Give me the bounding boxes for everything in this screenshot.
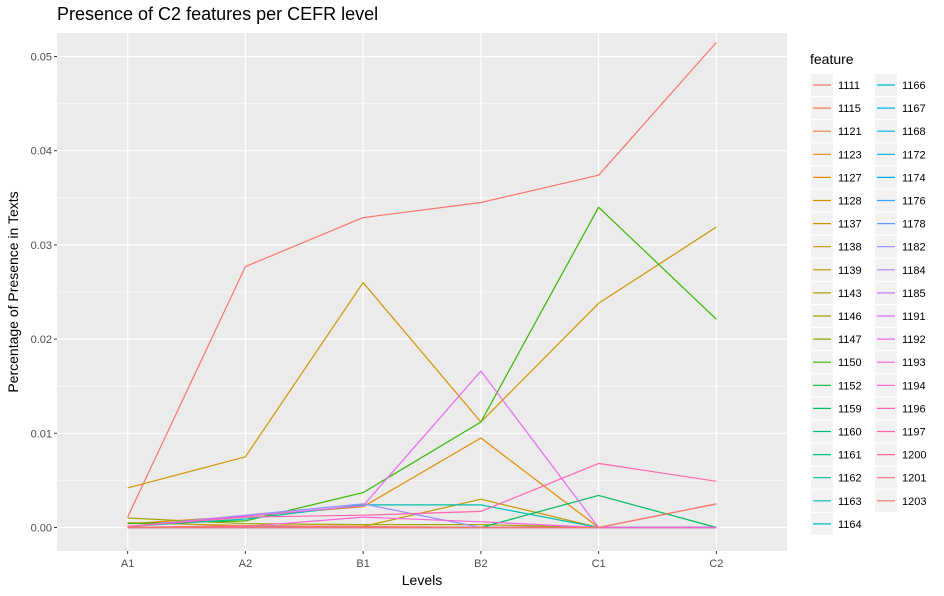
y-tick-label: 0.04 <box>31 146 52 158</box>
y-tick-label: 0.05 <box>31 52 52 64</box>
series-line-1137 <box>127 226 717 489</box>
series-line-1203 <box>127 503 717 529</box>
legend-label-1197: 1197 <box>902 427 926 439</box>
legend-label-1152: 1152 <box>838 380 862 392</box>
legend-label-1176: 1176 <box>902 196 926 208</box>
legend-label-1178: 1178 <box>902 219 926 231</box>
legend-label-1182: 1182 <box>902 242 926 254</box>
legend: feature 1111 1115 1121 1123 1127 1128 1137 1138… <box>809 51 935 538</box>
legend-title: feature <box>810 51 854 67</box>
legend-label-1147: 1147 <box>838 334 862 346</box>
legend-label-1167: 1167 <box>902 103 926 115</box>
series-line-1111 <box>127 42 717 518</box>
legend-label-1159: 1159 <box>838 403 862 415</box>
legend-label-1194: 1194 <box>902 380 926 392</box>
legend-label-1127: 1127 <box>838 172 862 184</box>
x-tick-label: C2 <box>709 558 723 570</box>
legend-label-1146: 1146 <box>838 311 862 323</box>
legend-label-1168: 1168 <box>902 126 926 138</box>
series-line-1194 <box>127 516 717 529</box>
legend-label-1123: 1123 <box>838 149 862 161</box>
y-tick-label: 0.03 <box>31 240 52 252</box>
legend-label-1121: 1121 <box>838 126 862 138</box>
x-axis-title: Levels <box>402 572 442 588</box>
legend-label-1162: 1162 <box>838 473 862 485</box>
x-tick-label: B1 <box>356 558 369 570</box>
legend-label-1193: 1193 <box>902 357 926 369</box>
x-tick-label: A1 <box>121 558 134 570</box>
legend-label-1201: 1201 <box>902 473 926 485</box>
series-line-1197 <box>127 462 717 528</box>
legend-label-1174: 1174 <box>902 172 926 184</box>
legend-label-1150: 1150 <box>838 357 862 369</box>
legend-label-1111: 1111 <box>838 80 860 92</box>
y-tick-label: 0.00 <box>31 522 52 534</box>
chart-title: Presence of C2 features per CEFR level <box>57 4 379 24</box>
legend-label-1200: 1200 <box>902 450 926 462</box>
x-tick-label: B2 <box>474 558 487 570</box>
legend-label-1166: 1166 <box>902 80 926 92</box>
legend-label-1192: 1192 <box>902 334 926 346</box>
y-axis-title: Percentage of Presence in Texts <box>5 191 21 392</box>
legend-label-1143: 1143 <box>838 288 862 300</box>
y-tick-label: 0.02 <box>31 334 52 346</box>
legend-label-1139: 1139 <box>838 265 862 277</box>
legend-label-1172: 1172 <box>902 149 926 161</box>
legend-label-1203: 1203 <box>902 496 926 508</box>
legend-label-1161: 1161 <box>838 450 862 462</box>
legend-label-1191: 1191 <box>902 311 926 323</box>
legend-label-1184: 1184 <box>902 265 926 277</box>
legend-label-1163: 1163 <box>838 496 862 508</box>
legend-label-1137: 1137 <box>838 219 862 231</box>
series-line-1150 <box>127 206 717 525</box>
legend-label-1128: 1128 <box>838 196 862 208</box>
legend-label-1115: 1115 <box>838 103 861 115</box>
y-tick-label: 0.01 <box>31 428 52 440</box>
legend-label-1196: 1196 <box>902 403 926 415</box>
legend-label-1138: 1138 <box>838 242 862 254</box>
x-tick-label: A2 <box>239 558 252 570</box>
legend-label-1160: 1160 <box>838 427 862 439</box>
legend-label-1185: 1185 <box>902 288 926 300</box>
x-tick-label: C1 <box>592 558 606 570</box>
legend-label-1164: 1164 <box>838 519 862 531</box>
